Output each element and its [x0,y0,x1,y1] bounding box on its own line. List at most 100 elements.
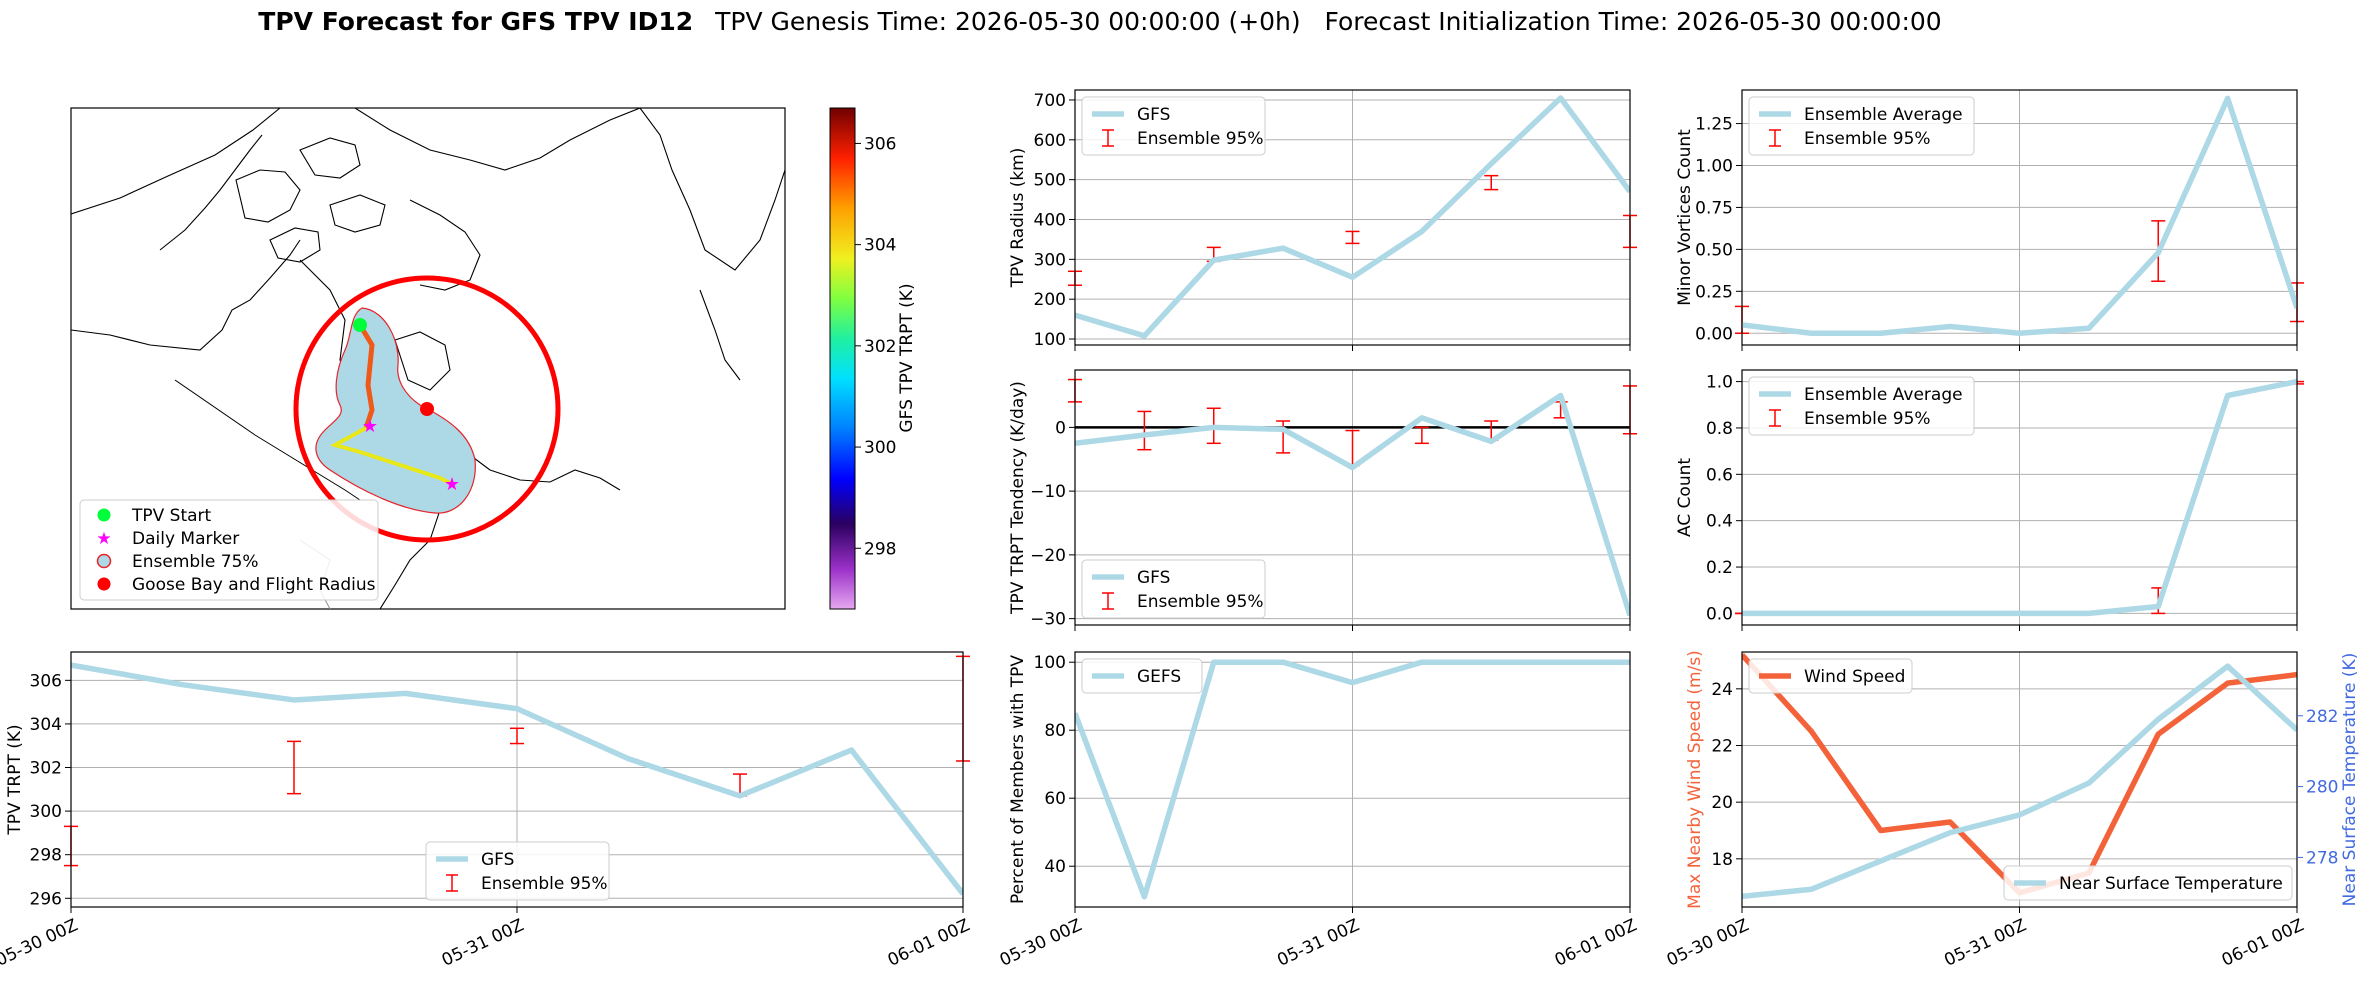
legend-label: GEFS [1137,667,1181,687]
island-1 [235,169,301,223]
colorbar: 298 300 302 304 306 GFS TPV TRPT (K) [829,107,917,610]
daily-marker-2: ★ [444,474,460,495]
y-tick-label: 1.00 [1695,156,1733,176]
legend-ensemble-75: Ensemble 75% [132,552,259,572]
legend-goose-bay-icon [97,577,111,591]
chart-wind_temp: 18 20 22 24 05-30 00Z 05-31 00Z 06-01 00Z Max N… [1664,650,2360,971]
y-tick-label: 18 [1711,850,1733,870]
y-tick-label: 300 [1034,250,1066,270]
y-tick-label: 100 [1034,330,1066,350]
y-tick-label: 500 [1034,171,1066,191]
tpv-track-late [329,426,453,486]
series-line-ensemble-average [1742,95,2297,337]
y-tick-label: 200 [1034,290,1066,310]
colorbar-tick-label: 300 [864,438,896,458]
x-tick-label: 06-01 00Z [885,915,973,970]
y-axis-label: TPV TRPT Tendency (K/day) [1008,381,1028,615]
archipelago-edge [159,134,263,251]
legend-label: Ensemble 95% [1137,592,1264,612]
legend-daily-marker: Daily Marker [132,529,239,549]
y-tick-label: 0.25 [1695,282,1733,302]
plot-frame [1074,651,1631,908]
legend-label: GFS [1137,105,1170,125]
legend-box [2003,865,2293,901]
y-tick-label: 1.0 [1706,373,1733,393]
y-tick-label: 80 [1044,721,1066,741]
colorbar-label: GFS TPV TRPT (K) [897,283,917,432]
chart-trpt: 296 298 300 302 304 306 05-30 00Z 05-31 00Z 06-0… [0,651,973,971]
y-right-tick-label: 280 [2306,778,2338,798]
x-tick-label: 05-30 00Z [0,915,81,970]
colorbar-tick-label: 298 [864,539,896,559]
legend-box [425,841,610,901]
legend-label: Ensemble 95% [1137,129,1264,149]
legend-label: Ensemble Average [1804,105,1963,125]
y-tick-label: 304 [30,715,62,735]
plot-frame [1074,89,1631,346]
legend-box [1748,376,1975,436]
y-tick-label: 20 [1711,793,1733,813]
coastline-alaska [71,108,281,215]
flight-radius-circle [293,275,561,543]
y-axis-label: AC Count [1675,458,1695,537]
y-axis-label: Percent of Members with TPV [1008,655,1028,904]
x-tick-label: 05-30 00Z [1664,915,1752,970]
y-right-tick-label: 282 [2306,707,2338,727]
y-tick-label: 400 [1034,210,1066,230]
coastlines [71,108,785,609]
y-tick-label: 24 [1711,680,1733,700]
legend-tpv-start: TPV Start [131,506,212,526]
y-tick-label: 700 [1034,91,1066,111]
series-line-gefs [1075,659,1630,900]
y-tick-label: 0 [1055,418,1066,438]
y-tick-label: 100 [1034,653,1066,673]
y-tick-label: 296 [30,889,62,909]
y-axis-label: TPV TRPT (K) [5,724,25,835]
y-tick-label: 298 [30,846,62,866]
coastline-north [354,108,641,171]
legend-goose-bay: Goose Bay and Flight Radius [132,575,376,595]
y-tick-label: −30 [1030,610,1066,630]
y-tick-label: 0.75 [1695,198,1733,218]
y-tick-label: 600 [1034,131,1066,151]
chart-tendency: −30 −20 −10 0 TPV TRPT Tendency (K/day) GFS En… [1008,369,1637,631]
plot-frame [1741,89,2298,346]
y-axis-label: Max Nearby Wind Speed (m/s) [1685,650,1705,909]
x-tick-label: 05-30 00Z [997,915,1085,970]
island-4 [329,194,386,233]
x-tick-label: 06-01 00Z [1552,915,1640,970]
island-3 [269,227,321,263]
map-legend: TPV Start ★ Daily Marker Ensemble 75% Go… [79,499,379,601]
y-tick-label: 0.2 [1706,558,1733,578]
series-line-gfs [1075,95,1630,339]
y-right-tick-label: 278 [2306,848,2338,868]
plot-frame [1074,369,1631,626]
legend-tpv-start-icon [97,508,111,522]
legend-label: Ensemble 95% [1804,409,1931,429]
y-tick-label: 0.00 [1695,324,1733,344]
colorbar-tick-label: 302 [864,337,896,357]
legend-label: Ensemble 95% [1804,129,1931,149]
legend-box [1081,96,1266,156]
legend-box [1748,96,1975,156]
x-tick-label: 05-31 00Z [1274,915,1362,970]
y-tick-label: 40 [1044,857,1066,877]
legend-label: GFS [1137,568,1170,588]
legend-box [1081,559,1266,619]
series-line-gfs [1075,392,1630,617]
greenland-south [699,289,741,381]
coastline-arctic [71,239,301,351]
legend-label: Near Surface Temperature [2059,874,2283,894]
legend-label: GFS [481,850,514,870]
y-tick-label: 22 [1711,737,1733,757]
coastline-east [489,469,621,491]
goose-bay-marker [420,402,434,416]
baffin-island [409,199,481,291]
ensemble-75-region [315,307,476,514]
map-panel: ★ ★ TPV Start ★ Daily Marker Ensemble 75… [70,107,917,610]
y-tick-label: −10 [1030,482,1066,502]
legend-label: Ensemble 95% [481,874,608,894]
x-tick-label: 06-01 00Z [2219,915,2307,970]
